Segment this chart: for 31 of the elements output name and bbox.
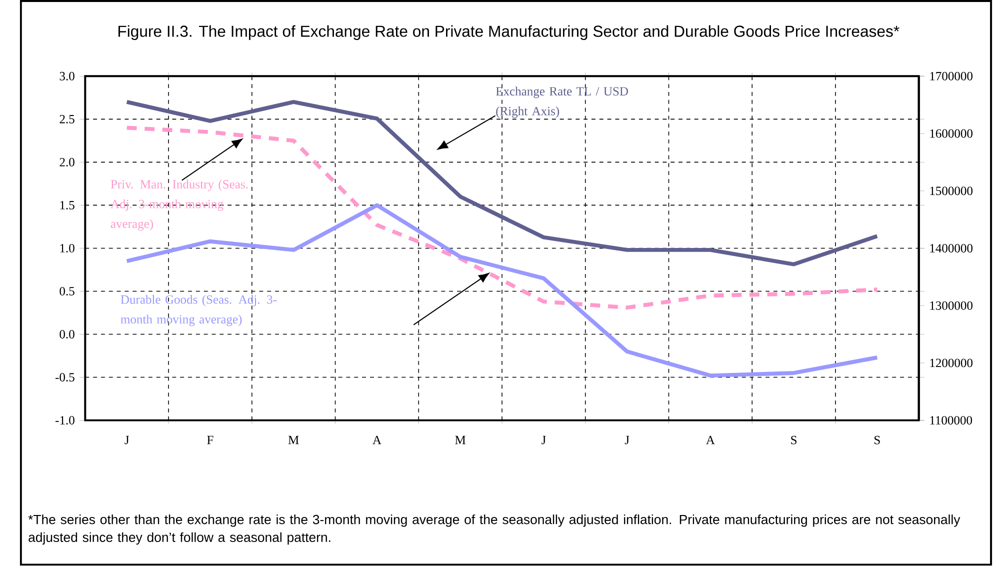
y-tick-label: 2.0 <box>60 158 74 167</box>
y-tick-label: 1.5 <box>60 201 74 210</box>
x-tick-label: M <box>288 436 299 444</box>
x-tick-label: A <box>372 436 382 444</box>
chart-title: Figure II.3. The Impact of Exchange Rate on Private Manufacturing Sector and Durable Goods Price Increases* <box>118 25 900 40</box>
text: Priv. Man. Industry (Seas. Adj. 3-month moving average) <box>110 180 248 231</box>
x-tick-label: J <box>624 436 630 444</box>
y-tick-label: 1.0 <box>60 244 74 253</box>
y2-tick-label: 1500000 <box>930 186 972 196</box>
y2-tick-label: 1600000 <box>930 129 972 138</box>
x-tick-label: J <box>124 436 130 444</box>
y-tick-label: 0.0 <box>60 330 74 339</box>
x-tick-label: M <box>455 436 466 444</box>
y-tick-label: -1.0 <box>56 416 74 425</box>
x-tick-label: A <box>706 436 715 444</box>
x-tick-label: J <box>542 436 546 444</box>
y2-tick-label: 1300000 <box>930 302 972 310</box>
x-tick-label: S <box>874 436 880 444</box>
y2-tick-label: 1400000 <box>930 244 972 253</box>
text: Durable Goods (Seas. Adj. 3-month moving average) <box>120 295 277 326</box>
y2-tick-label: 1100000 <box>930 416 972 425</box>
x-tick-label: S <box>791 436 796 444</box>
y-tick-label: 2.5 <box>60 115 74 124</box>
text: Exchange Rate TL / USD (Right Axis) <box>496 86 628 118</box>
y2-tick-label: 1200000 <box>930 358 972 368</box>
x-tick-label: F <box>207 436 214 444</box>
y-tick-label: 3.0 <box>60 72 74 81</box>
y-tick-label: -0.5 <box>56 373 74 382</box>
y-tick-label: 0.5 <box>60 287 74 296</box>
text: *The series other than the exchange rate is the 3-month moving average of the seasonally adjusted inflation. Private manufacturing prices are not seasonally adjusted since they don’t follow a seasonal pattern. <box>28 514 960 545</box>
y2-tick-label: 1700000 <box>930 72 972 81</box>
